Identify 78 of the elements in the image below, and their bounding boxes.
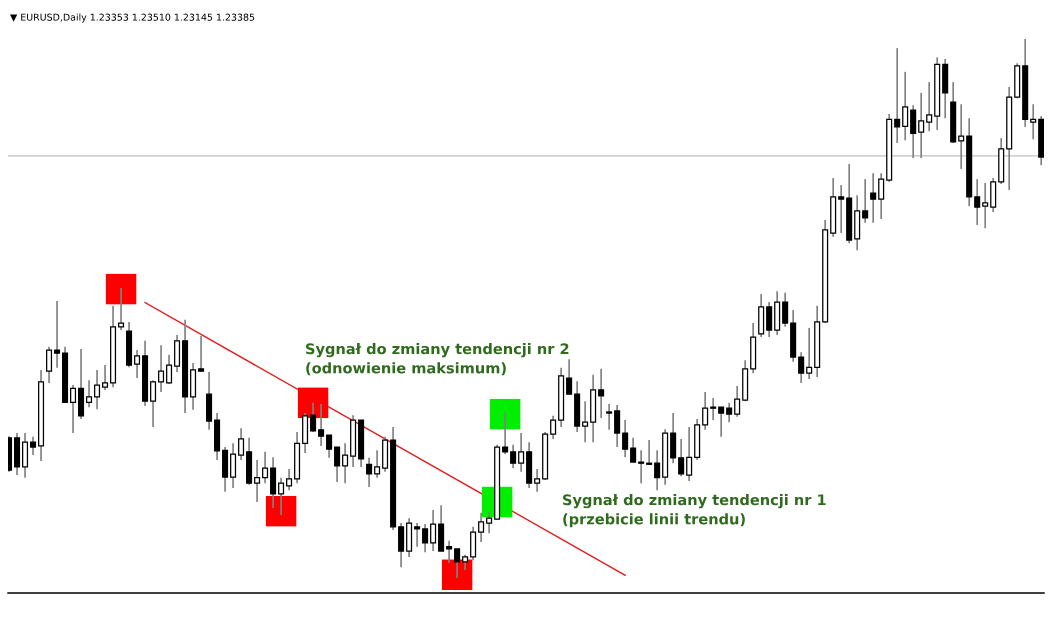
candlestick [318, 403, 325, 447]
candlestick [518, 432, 525, 473]
candlestick [30, 435, 37, 456]
point [105, 273, 137, 305]
candlestick [878, 172, 885, 220]
candlestick [414, 522, 421, 548]
candlestick [286, 468, 293, 491]
candlestick [982, 182, 989, 230]
candlestick [54, 300, 61, 369]
annotation: Sygnał do zmiany tendencji nr 1 (przebicie linii trendu) [563, 494, 826, 528]
candlestick [654, 449, 661, 491]
candlestick [974, 178, 981, 226]
candlestick [894, 47, 901, 144]
candlestick [478, 511, 485, 543]
candlestick [446, 539, 453, 564]
candlestick [310, 401, 317, 433]
candlestick [326, 434, 333, 459]
candlestick [534, 468, 541, 493]
candlestick [806, 327, 813, 380]
candlestick [870, 172, 877, 224]
candlestick [366, 456, 373, 488]
candlestick [94, 369, 101, 411]
candlestick [430, 509, 437, 552]
candlestick [510, 444, 517, 469]
candlestick [158, 344, 165, 393]
candlestick [798, 351, 805, 384]
candlestick [566, 358, 573, 396]
candlestick [598, 368, 605, 419]
candlestick [238, 427, 245, 461]
candlestick [926, 81, 933, 133]
candlestick [166, 354, 173, 385]
candlestick [70, 384, 77, 434]
candlestick [334, 446, 341, 483]
candlestick [46, 345, 53, 384]
candlestick [582, 400, 589, 444]
candlestick [910, 104, 917, 159]
candlestick [686, 426, 693, 482]
candlestick [118, 287, 125, 331]
candlestick [198, 335, 205, 373]
candlestick [102, 364, 109, 391]
candlestick [278, 476, 285, 516]
candlestick [502, 412, 509, 455]
candlestick [150, 379, 157, 428]
candlestick [86, 379, 93, 408]
candlestick [782, 292, 789, 328]
point [489, 398, 521, 430]
candlestick [374, 449, 381, 479]
candlestick [726, 401, 733, 424]
candlestick [766, 301, 773, 338]
annotation: Sygnał do zmiany tendencji nr 2 (odnowienie maksimum) [306, 343, 569, 376]
candlestick [606, 403, 613, 431]
candlestick [342, 442, 349, 484]
candlestick [678, 438, 685, 477]
candlestick [710, 397, 717, 421]
candlestick [422, 523, 429, 553]
candlestick [862, 178, 869, 224]
candlestick [918, 92, 925, 159]
candlestick [646, 439, 653, 466]
candlestick [958, 103, 965, 170]
chart-title: ▼ EURUSD,Daily 1.23353 1.23510 1.23145 1.23385 [10, 13, 255, 23]
candlestick [134, 349, 141, 379]
candlestick [630, 437, 637, 463]
candlestick [254, 459, 261, 503]
candlestick [718, 406, 725, 438]
candlestick [230, 442, 237, 489]
candlestick [1030, 103, 1037, 141]
candlestick [902, 71, 909, 142]
point [265, 495, 297, 527]
candlestick [638, 449, 645, 484]
candlestick [838, 184, 845, 234]
candlestick [550, 414, 557, 440]
candlestick [486, 511, 493, 535]
candlestick [262, 451, 269, 484]
candlestick [614, 404, 621, 448]
candlestick [734, 385, 741, 418]
candlestick [622, 419, 629, 459]
candlestick [454, 548, 461, 579]
candlestick [702, 391, 709, 431]
